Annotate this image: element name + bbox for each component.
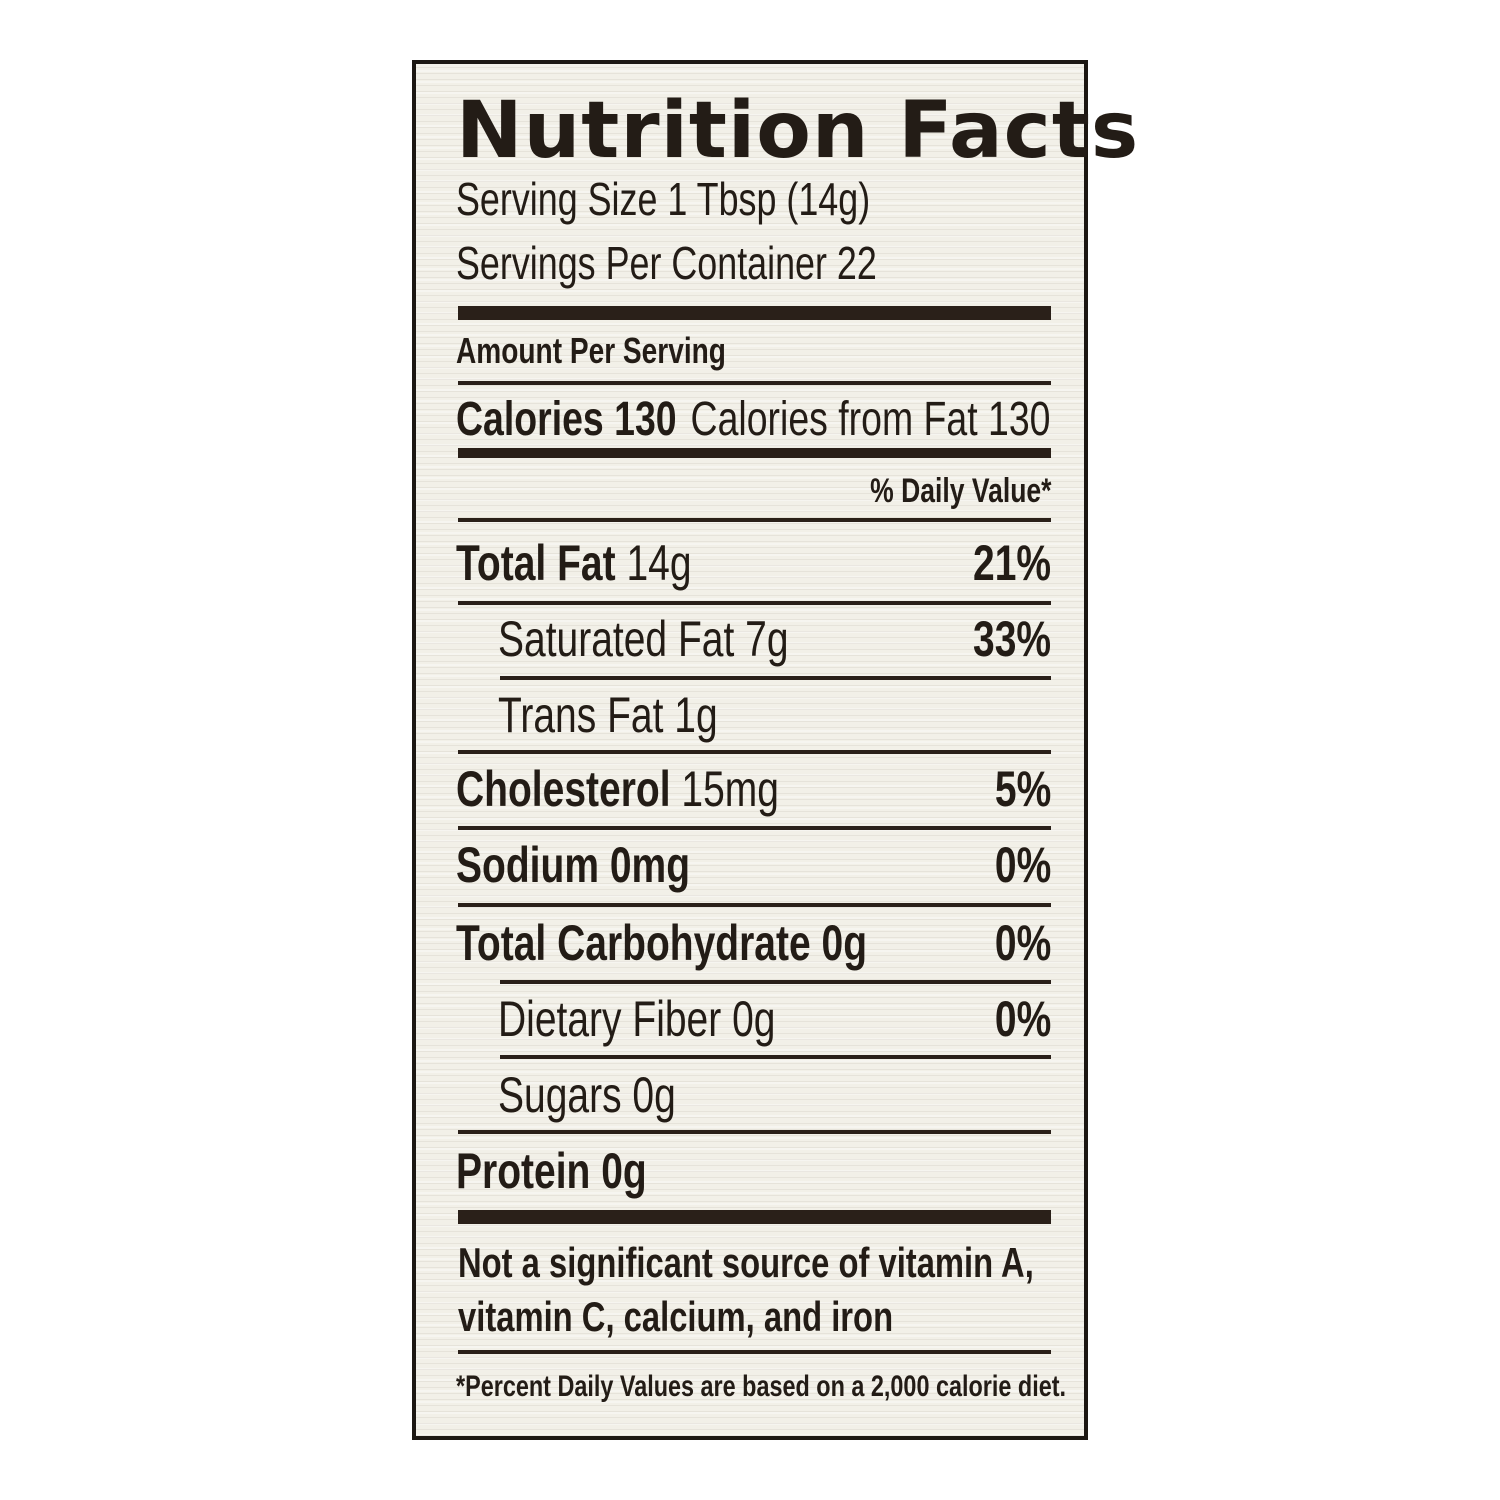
nutrient-trans-fat: Trans Fat 1g bbox=[498, 686, 718, 744]
servings-per-container: Servings Per Container 22 bbox=[456, 237, 877, 289]
nutrient-name: Total Carbohydrate bbox=[456, 915, 811, 971]
vitamin-note-line1: Not a significant source of vitamin A, bbox=[458, 1239, 1034, 1286]
nutrient-amount: 14g bbox=[626, 535, 692, 591]
nutrient-amount: 0g bbox=[601, 1143, 647, 1199]
nutrient-amount: 0g bbox=[632, 1067, 676, 1123]
divider-thin-indent bbox=[500, 980, 1051, 984]
calories-from-fat: Calories from Fat 130 bbox=[691, 393, 1051, 446]
nutrient-dv: 0% bbox=[994, 991, 1051, 1047]
nutrient-sugars: Sugars 0g bbox=[498, 1066, 676, 1124]
nutrient-sodium: Sodium 0mg bbox=[456, 836, 690, 894]
vitamin-note: Not a significant source of vitamin A, v… bbox=[458, 1236, 1034, 1344]
nutrient-name: Total Fat bbox=[456, 535, 616, 591]
nutrient-amount: 0g bbox=[732, 991, 776, 1047]
nutrient-name: Protein bbox=[456, 1143, 591, 1199]
daily-value-header: % Daily Value* bbox=[869, 472, 1051, 510]
nutrient-name: Sodium bbox=[456, 837, 599, 893]
amount-per-serving: Amount Per Serving bbox=[456, 330, 726, 371]
divider-thin-indent bbox=[500, 676, 1051, 680]
nutrient-cholesterol: Cholesterol 15mg bbox=[456, 760, 779, 818]
divider-thin bbox=[458, 826, 1051, 830]
divider-thin bbox=[458, 750, 1051, 754]
divider-thin bbox=[458, 381, 1051, 385]
label-title: Nutrition Facts bbox=[456, 86, 1140, 176]
nutrient-name: Sugars bbox=[498, 1067, 622, 1123]
nutrient-dv: 0% bbox=[994, 837, 1051, 893]
nutrient-amount: 1g bbox=[674, 687, 718, 743]
divider-thin bbox=[458, 1130, 1051, 1134]
divider-thin bbox=[458, 1350, 1051, 1354]
divider-thick-bottom bbox=[458, 1210, 1051, 1224]
footnote: *Percent Daily Values are based on a 2,0… bbox=[456, 1370, 1067, 1403]
nutrition-facts-label: Nutrition Facts Serving Size 1 Tbsp (14g… bbox=[412, 60, 1138, 1440]
nutrient-total-carbohydrate: Total Carbohydrate 0g bbox=[456, 914, 867, 972]
nutrient-name: Saturated Fat bbox=[498, 611, 735, 667]
nutrient-name: Cholesterol bbox=[456, 761, 671, 817]
nutrient-amount: 7g bbox=[745, 611, 789, 667]
divider-thick-top bbox=[458, 306, 1051, 320]
nutrient-amount: 15mg bbox=[681, 761, 779, 817]
nutrient-dietary-fiber: Dietary Fiber 0g bbox=[498, 990, 775, 1048]
nutrient-amount: 0mg bbox=[609, 837, 691, 893]
divider-thin bbox=[458, 601, 1051, 605]
vitamin-note-line2: vitamin C, calcium, and iron bbox=[458, 1293, 894, 1340]
nutrient-protein: Protein 0g bbox=[456, 1142, 647, 1200]
serving-size: Serving Size 1 Tbsp (14g) bbox=[456, 173, 871, 225]
nutrient-total-fat: Total Fat 14g bbox=[456, 534, 692, 592]
divider-thin-indent bbox=[500, 1055, 1051, 1059]
nutrient-dv: 0% bbox=[994, 915, 1051, 971]
divider-thin bbox=[458, 903, 1051, 907]
nutrient-dv: 5% bbox=[994, 761, 1051, 817]
calories: Calories 130 bbox=[456, 393, 677, 446]
nutrient-saturated-fat: Saturated Fat 7g bbox=[498, 610, 789, 668]
nutrient-dv: 21% bbox=[972, 535, 1051, 591]
divider-medium bbox=[458, 448, 1051, 458]
nutrient-dv: 33% bbox=[972, 611, 1051, 667]
divider-thin bbox=[458, 518, 1051, 522]
nutrient-name: Dietary Fiber bbox=[498, 991, 722, 1047]
nutrient-amount: 0g bbox=[821, 915, 868, 971]
nutrient-name: Trans Fat bbox=[498, 687, 664, 743]
